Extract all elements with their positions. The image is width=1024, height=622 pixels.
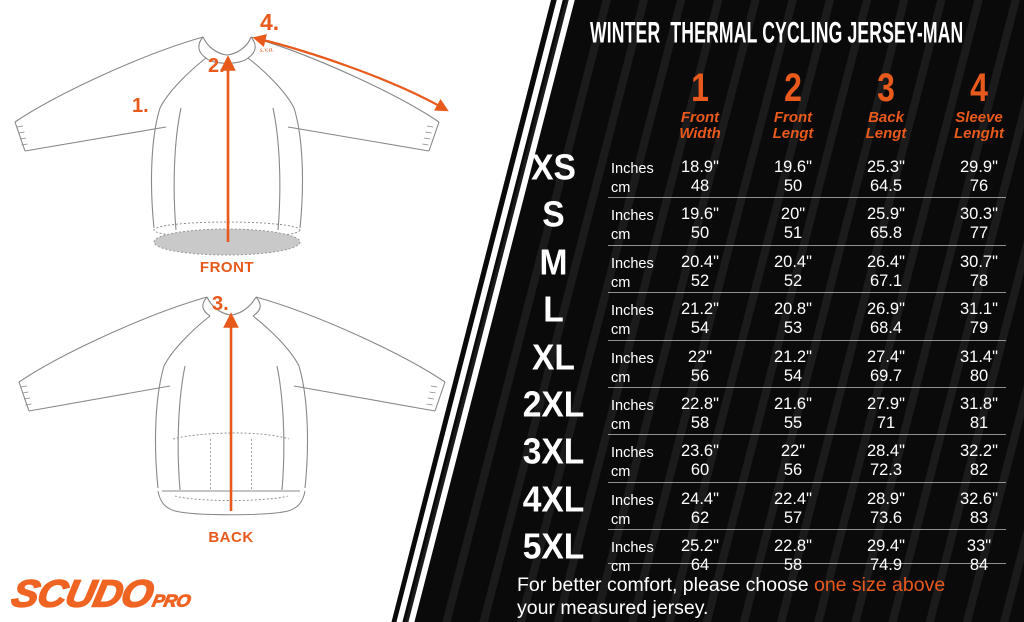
svg-text:1.: 1. [132,95,149,117]
svg-text:2.: 2. [208,55,225,77]
svg-text:4.: 4. [260,9,279,35]
svg-text:s.v.a.: s.v.a. [260,45,275,54]
